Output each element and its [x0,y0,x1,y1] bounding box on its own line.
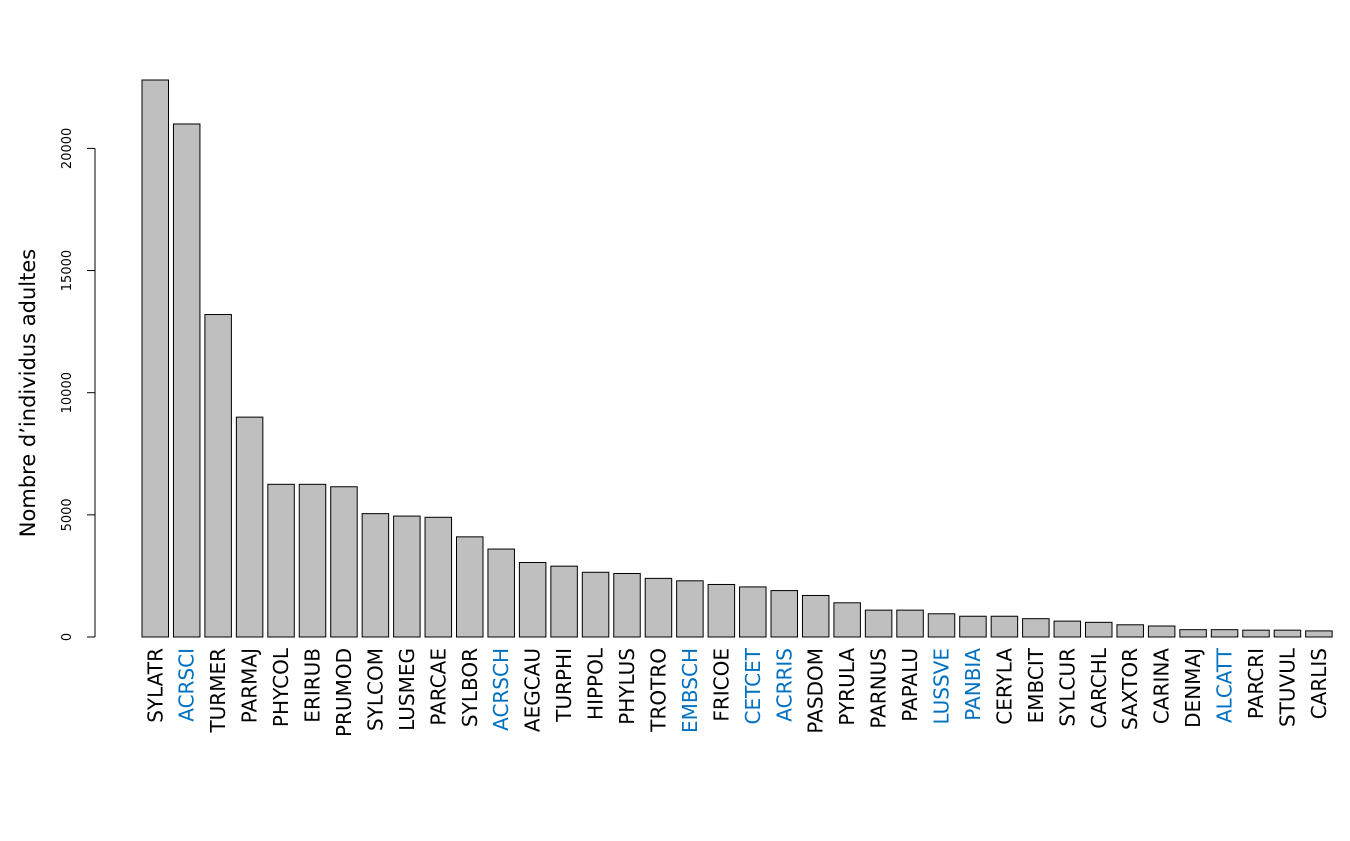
bar-saxtor [1116,624,1144,638]
y-tick-label: 15000 [60,250,75,291]
x-category-label: SYLCOM [363,648,387,731]
x-category-label: TROTRO [646,648,670,733]
bar-parcri [1242,629,1270,638]
bar-turmer [204,314,232,638]
x-category-label: ACRRIS [772,648,796,722]
y-axis: 0 5000 10000 15000 20000 [60,128,96,641]
bar-turphi [550,565,578,638]
x-category-label: PARNUS [867,648,891,729]
y-tick-label: 20000 [60,128,75,169]
x-category-label: PHYLUS [615,648,639,725]
x-category-label: EMBCIT [1024,647,1048,723]
x-category-label: ERIRUB [301,648,325,723]
y-tick-label: 5000 [60,498,75,531]
x-category-label: EMBSCH [678,648,702,733]
bar-ceryla [990,615,1019,638]
y-axis-label: Nombre d’individus adultes [16,249,40,537]
bar-aegcau [518,561,547,638]
bar-erirub [298,483,327,638]
x-category-label: CARCHL [1087,647,1111,729]
x-category-label: PAPALU [898,648,922,722]
bar-lusmeg [393,515,421,638]
x-category-label: SAXTOR [1118,648,1142,730]
x-category-label: CETCET [741,647,765,724]
x-category-label: HIPPOL [584,647,608,720]
bar-papalu [896,609,924,638]
bar-parcae [424,516,453,638]
bar-cetcet [739,586,767,638]
bar-prumod [330,486,358,638]
x-axis-labels: SYLATR ACRSCI TURMER PARMAJ PHYCOL ERIRUB PRUM… [143,647,1331,737]
bar-phylus [613,572,641,638]
x-category-label: SYLBOR [458,648,482,727]
x-category-label: CARINA [1150,648,1174,724]
x-category-label: ACRSCI [175,648,199,722]
x-category-label: PYRULA [835,648,859,726]
bar-alcatt [1210,629,1239,638]
x-category-label: STUVUL [1275,647,1299,727]
bar-sylatr [141,79,169,638]
y-tick-label: 0 [60,633,75,641]
x-category-label: CARLIS [1307,648,1331,719]
x-category-label: TURMER [206,648,230,734]
bar-sylcur [1053,620,1082,638]
bar-stuvul [1273,629,1302,638]
bars [141,79,1333,638]
bar-pasdom [801,594,830,638]
x-category-label: TURPHI [552,648,576,723]
bar-acrsci [172,123,201,638]
bar-panbia [959,615,987,638]
y-tick-label: 10000 [60,372,75,413]
bar-sylcom [361,513,390,638]
x-category-label: PASDOM [804,648,828,734]
x-category-label: DENMAJ [1181,648,1205,728]
bar-phycol [267,483,295,638]
x-category-label: PARCRI [1244,648,1268,719]
x-category-label: LUSMEG [395,648,419,731]
bar-fricoe [707,583,736,638]
bar-denmaj [1179,629,1207,638]
bar-parmaj [235,416,264,638]
bar-embsch [676,580,704,638]
bar-sylbor [456,536,484,638]
bar-embcit [1022,618,1050,638]
x-category-label: PANBIA [961,648,985,721]
x-category-label: ACRSCH [489,648,513,731]
bar-trotro [644,577,673,638]
bar-acrsch [487,548,515,638]
bar-carlis [1305,630,1333,638]
x-category-label: SYLCUR [1055,648,1079,727]
bar-pyrula [833,602,861,638]
x-category-label: PARCAE [426,648,450,726]
x-category-label: PRUMOD [332,648,356,737]
x-category-label: PHYCOL [269,647,293,727]
bar-carchl [1085,621,1113,638]
x-category-label: SYLATR [143,648,167,723]
x-category-label: ALCATT [1213,647,1237,723]
x-category-label: PARMAJ [238,648,262,723]
bar-lussve [927,613,956,638]
bar-hippol [581,571,610,638]
bar-carina [1147,625,1176,638]
x-category-label: CERYLA [992,648,1016,725]
x-category-label: LUSSVE [930,648,954,725]
x-category-label: AEGCAU [521,648,545,732]
x-category-label: FRICOE [709,648,733,722]
bar-parnus [864,609,893,638]
bar-acrris [770,590,798,638]
